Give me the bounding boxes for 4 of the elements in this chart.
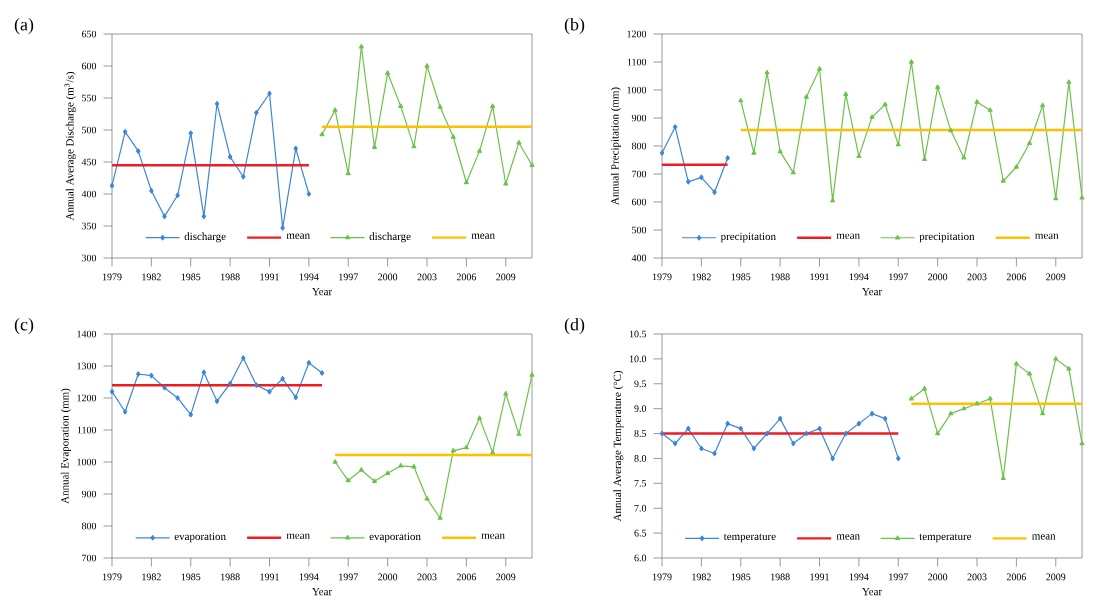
chart-title: (d) — [564, 317, 585, 335]
chart-title: (b) — [564, 17, 585, 35]
chart-title: (c) — [14, 317, 34, 335]
chart-title: (a) — [14, 17, 34, 35]
